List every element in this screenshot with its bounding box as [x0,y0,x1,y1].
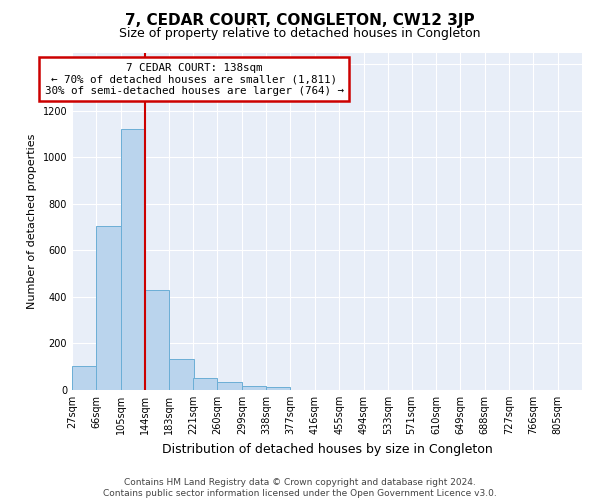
Text: 7, CEDAR COURT, CONGLETON, CW12 3JP: 7, CEDAR COURT, CONGLETON, CW12 3JP [125,12,475,28]
Bar [121,130,145,390]
Text: Size of property relative to detached houses in Congleton: Size of property relative to detached ho… [119,28,481,40]
Bar [217,382,242,390]
Bar [97,226,121,390]
Text: 7 CEDAR COURT: 138sqm
← 70% of detached houses are smaller (1,811)
30% of semi-d: 7 CEDAR COURT: 138sqm ← 70% of detached … [45,62,344,96]
Y-axis label: Number of detached properties: Number of detached properties [27,134,37,309]
X-axis label: Distribution of detached houses by size in Congleton: Distribution of detached houses by size … [161,442,493,456]
Bar [242,386,266,390]
Bar [266,387,290,390]
Bar [169,358,194,390]
Bar [193,378,217,390]
Bar [72,366,97,390]
Text: Contains HM Land Registry data © Crown copyright and database right 2024.
Contai: Contains HM Land Registry data © Crown c… [103,478,497,498]
Bar [145,290,169,390]
